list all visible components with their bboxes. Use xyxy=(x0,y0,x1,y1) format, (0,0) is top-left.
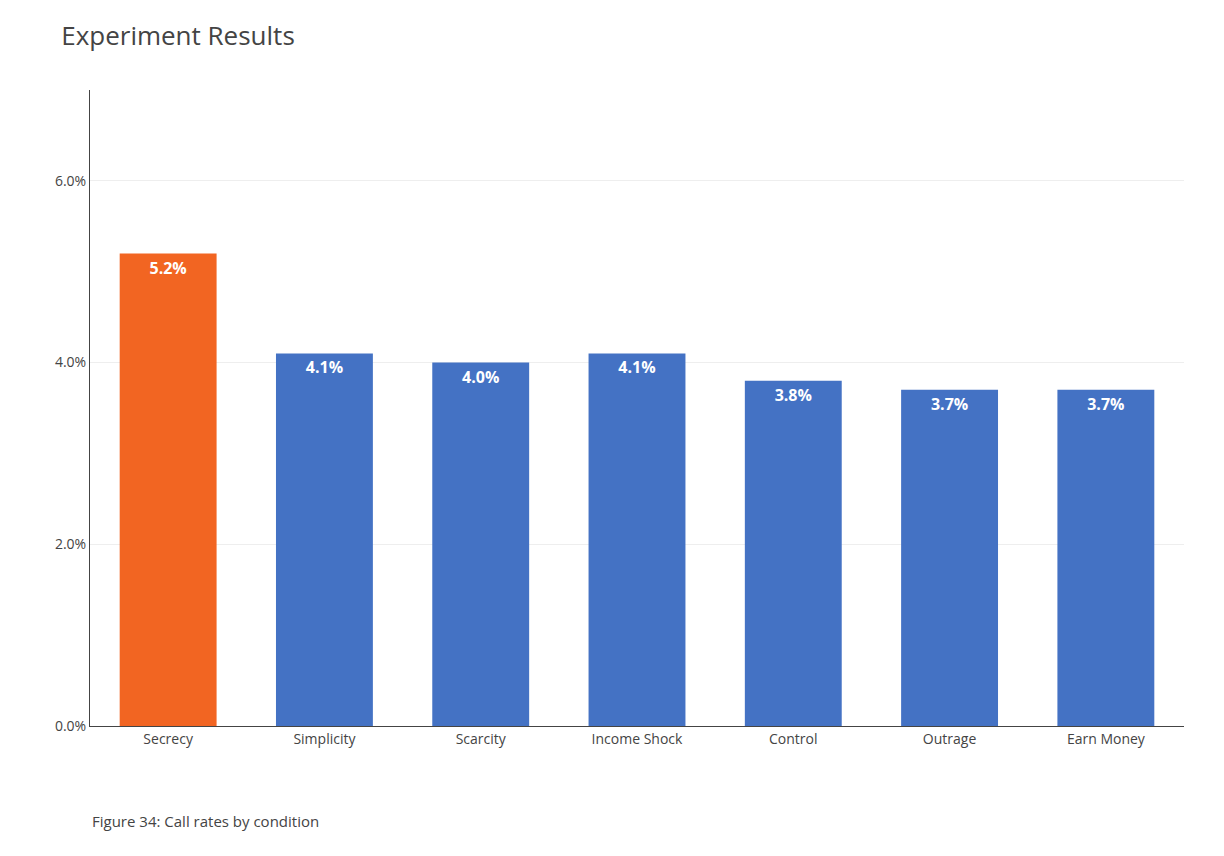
svg-text:0.0%: 0.0% xyxy=(55,716,86,735)
svg-text:4.1%: 4.1% xyxy=(306,356,343,378)
svg-text:3.7%: 3.7% xyxy=(1087,393,1124,415)
svg-text:Experiment Results: Experiment Results xyxy=(61,17,295,53)
svg-text:Control: Control xyxy=(769,729,818,748)
svg-text:5.2%: 5.2% xyxy=(149,257,186,279)
svg-text:Simplicity: Simplicity xyxy=(293,729,356,748)
svg-text:2.0%: 2.0% xyxy=(55,534,86,553)
svg-text:Outrage: Outrage xyxy=(923,729,977,748)
svg-text:4.0%: 4.0% xyxy=(55,352,86,371)
svg-text:3.8%: 3.8% xyxy=(775,384,812,406)
svg-text:Figure 34: Call rates by condi: Figure 34: Call rates by condition xyxy=(92,811,319,831)
svg-text:6.0%: 6.0% xyxy=(55,171,86,190)
svg-text:4.1%: 4.1% xyxy=(618,356,655,378)
svg-text:Secrecy: Secrecy xyxy=(143,729,194,748)
svg-text:Scarcity: Scarcity xyxy=(456,729,507,748)
svg-text:3.7%: 3.7% xyxy=(931,393,968,415)
svg-text:Income Shock: Income Shock xyxy=(592,729,683,748)
svg-text:4.0%: 4.0% xyxy=(462,366,499,388)
svg-text:Earn Money: Earn Money xyxy=(1067,729,1146,748)
